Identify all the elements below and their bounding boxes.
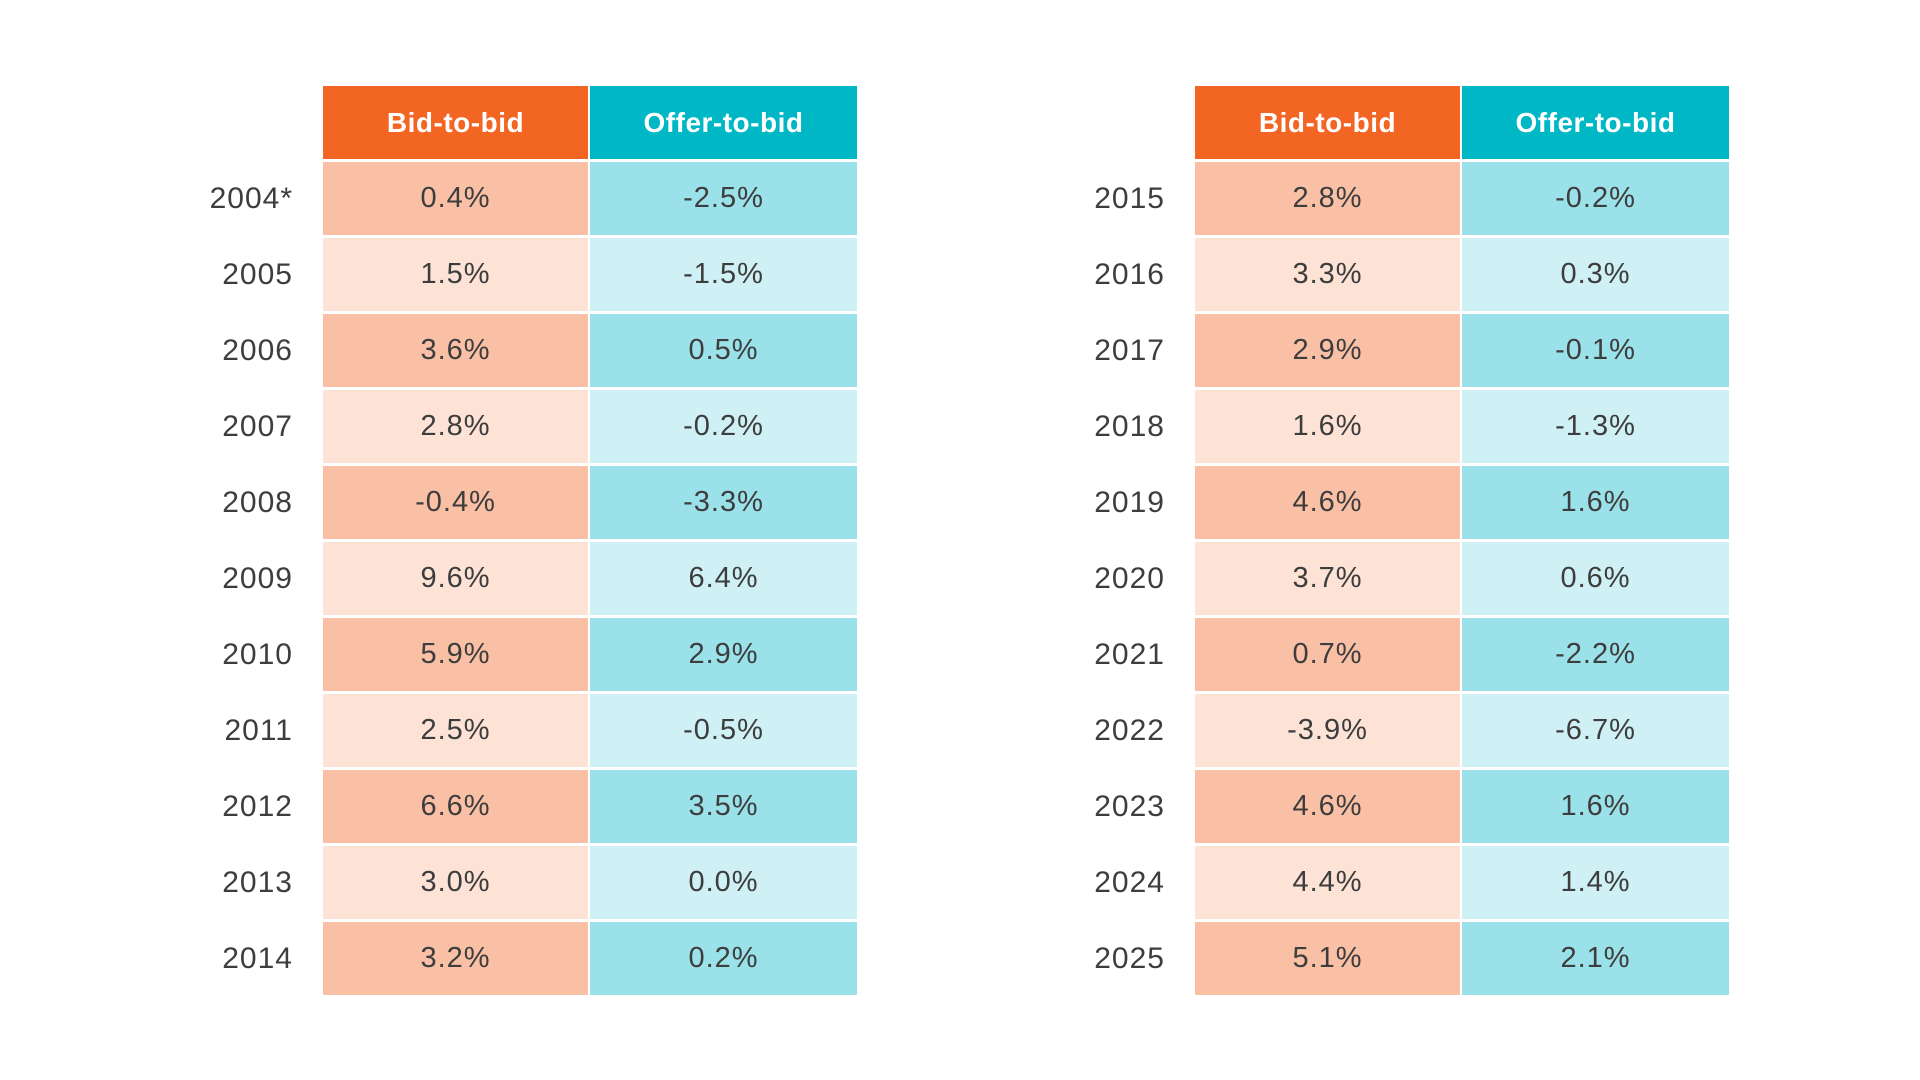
bid-to-bid-value: 4.4%	[1195, 846, 1460, 919]
year-label: 2009	[222, 561, 293, 595]
bid-to-bid-value: 3.2%	[323, 922, 588, 995]
year-label: 2020	[1094, 561, 1165, 595]
corner-spacer	[135, 86, 321, 159]
bid-to-bid-value: 5.9%	[323, 618, 588, 691]
year-label: 2019	[1094, 485, 1165, 519]
offer-to-bid-value: -3.3%	[590, 466, 857, 539]
year-label: 2025	[1094, 941, 1165, 975]
bid-to-bid-value: 3.6%	[323, 314, 588, 387]
offer-to-bid-value: -2.2%	[1462, 618, 1729, 691]
bid-to-bid-value: 3.0%	[323, 846, 588, 919]
year-label: 2005	[222, 257, 293, 291]
offer-to-bid-value: -0.5%	[590, 694, 857, 767]
bid-to-bid-value: 3.7%	[1195, 542, 1460, 615]
year-label: 2018	[1094, 409, 1165, 443]
column-header-bid-to-bid: Bid-to-bid	[1195, 86, 1460, 159]
year-label: 2023	[1094, 789, 1165, 823]
column-header-bid-to-bid: Bid-to-bid	[323, 86, 588, 159]
bid-to-bid-value: 5.1%	[1195, 922, 1460, 995]
year-label: 2016	[1094, 257, 1165, 291]
bid-to-bid-value: 6.6%	[323, 770, 588, 843]
offer-to-bid-value: 0.6%	[1462, 542, 1729, 615]
year-label: 2010	[222, 637, 293, 671]
bid-to-bid-value: 1.5%	[323, 238, 588, 311]
offer-to-bid-value: 1.4%	[1462, 846, 1729, 919]
offer-to-bid-value: -0.2%	[1462, 162, 1729, 235]
offer-to-bid-value: -1.5%	[590, 238, 857, 311]
bid-to-bid-value: -3.9%	[1195, 694, 1460, 767]
offer-to-bid-value: -6.7%	[1462, 694, 1729, 767]
year-label: 2008	[222, 485, 293, 519]
column-header-offer-to-bid: Offer-to-bid	[1462, 86, 1729, 159]
bid-to-bid-value: 4.6%	[1195, 770, 1460, 843]
year-label: 2014	[222, 941, 293, 975]
bid-to-bid-value: 0.4%	[323, 162, 588, 235]
offer-to-bid-value: 0.0%	[590, 846, 857, 919]
table-2015-2025: Bid-to-bid Offer-to-bid 2015 2.8% -0.2% 201…	[1007, 86, 1729, 995]
column-header-offer-to-bid: Offer-to-bid	[590, 86, 857, 159]
offer-to-bid-value: 3.5%	[590, 770, 857, 843]
offer-to-bid-value: -0.2%	[590, 390, 857, 463]
bid-to-bid-value: 0.7%	[1195, 618, 1460, 691]
offer-to-bid-value: -1.3%	[1462, 390, 1729, 463]
year-label: 2013	[222, 865, 293, 899]
offer-to-bid-value: 1.6%	[1462, 466, 1729, 539]
offer-to-bid-value: -0.1%	[1462, 314, 1729, 387]
year-label: 2015	[1094, 181, 1165, 215]
bid-to-bid-value: 2.5%	[323, 694, 588, 767]
offer-to-bid-value: -2.5%	[590, 162, 857, 235]
year-label: 2004*	[209, 181, 293, 215]
offer-to-bid-value: 2.9%	[590, 618, 857, 691]
year-label: 2022	[1094, 713, 1165, 747]
offer-to-bid-value: 0.3%	[1462, 238, 1729, 311]
bid-to-bid-value: -0.4%	[323, 466, 588, 539]
corner-spacer	[1007, 86, 1193, 159]
year-label: 2024	[1094, 865, 1165, 899]
bid-to-bid-value: 2.8%	[323, 390, 588, 463]
offer-to-bid-value: 0.2%	[590, 922, 857, 995]
year-label: 2006	[222, 333, 293, 367]
year-label: 2012	[222, 789, 293, 823]
table-2004-2014: Bid-to-bid Offer-to-bid 2004* 0.4% -2.5% 20…	[135, 86, 857, 995]
bid-to-bid-value: 2.8%	[1195, 162, 1460, 235]
bid-to-bid-value: 3.3%	[1195, 238, 1460, 311]
year-label: 2017	[1094, 333, 1165, 367]
bid-to-bid-value: 4.6%	[1195, 466, 1460, 539]
year-label: 2011	[224, 713, 293, 747]
offer-to-bid-value: 1.6%	[1462, 770, 1729, 843]
offer-to-bid-value: 0.5%	[590, 314, 857, 387]
bid-to-bid-value: 1.6%	[1195, 390, 1460, 463]
year-label: 2021	[1094, 637, 1165, 671]
offer-to-bid-value: 6.4%	[590, 542, 857, 615]
bid-to-bid-value: 2.9%	[1195, 314, 1460, 387]
bid-to-bid-value: 9.6%	[323, 542, 588, 615]
year-label: 2007	[222, 409, 293, 443]
offer-to-bid-value: 2.1%	[1462, 922, 1729, 995]
